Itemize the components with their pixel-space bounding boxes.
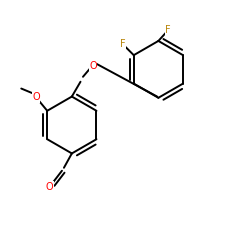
Text: F: F xyxy=(120,39,126,49)
Text: O: O xyxy=(89,61,97,71)
Text: O: O xyxy=(32,92,40,102)
Text: F: F xyxy=(166,25,171,35)
Text: O: O xyxy=(46,182,54,192)
